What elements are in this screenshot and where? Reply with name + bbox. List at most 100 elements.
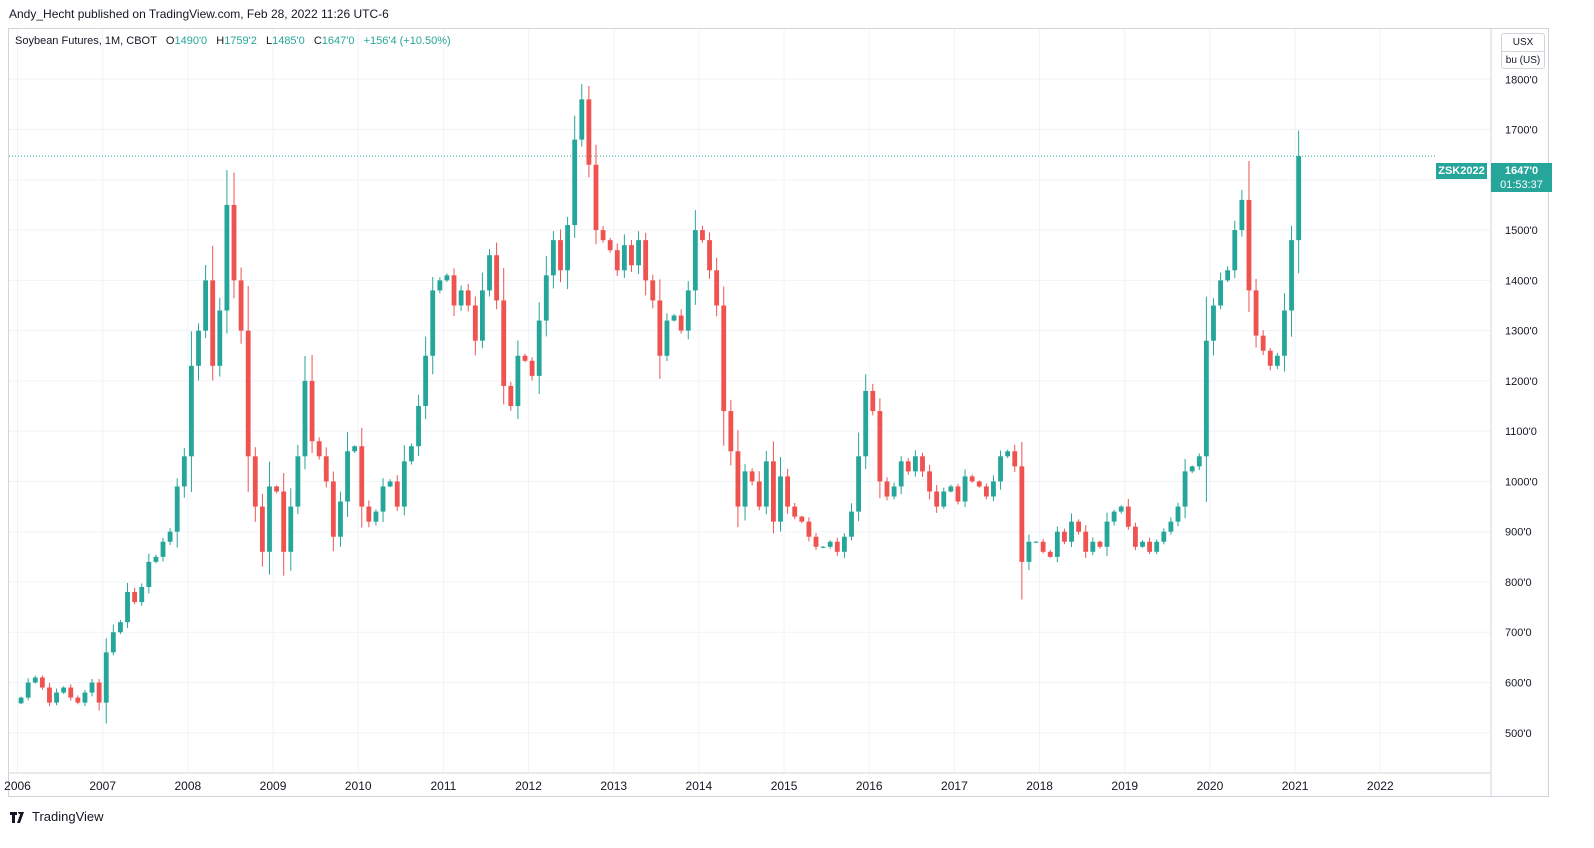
candle-body — [366, 506, 372, 522]
candle-body — [586, 99, 592, 165]
candle-body — [444, 275, 450, 281]
candle-body — [912, 456, 918, 472]
candle-body — [1246, 199, 1252, 291]
candle-body — [316, 441, 322, 457]
candle-body — [536, 320, 542, 376]
candle-body — [650, 280, 656, 301]
candle-body — [508, 385, 514, 407]
candle-body — [139, 587, 145, 603]
brand-label: TradingView — [32, 809, 104, 824]
candle-body — [409, 446, 414, 462]
candle-body — [664, 320, 670, 356]
candle-body — [671, 315, 677, 321]
y-tick-label: 600'0 — [1505, 678, 1532, 690]
candle-body — [259, 506, 265, 552]
candle-body — [792, 506, 798, 517]
legend-symbol: Soybean Futures, 1M, CBOT — [15, 35, 157, 47]
y-tick-label: 800'0 — [1505, 577, 1532, 589]
candle-body — [905, 461, 911, 472]
candle-body — [110, 632, 116, 653]
candle-body — [252, 456, 258, 507]
candle-body — [416, 406, 421, 447]
candle-body — [856, 456, 862, 512]
x-tick-label: 2007 — [89, 779, 116, 793]
candle-body — [125, 592, 130, 623]
candle-body — [103, 652, 109, 703]
x-tick-label: 2022 — [1367, 779, 1394, 793]
candle-body — [359, 446, 365, 507]
candle-body — [1161, 531, 1167, 542]
candle-body — [841, 536, 847, 552]
candle-body — [934, 491, 940, 507]
candle-body — [323, 456, 329, 482]
x-tick-label: 2010 — [345, 779, 372, 793]
x-tick-label: 2011 — [430, 779, 456, 793]
candle-body — [976, 481, 982, 487]
candle-body — [515, 355, 521, 407]
tradingview-logo[interactable]: TradingView — [10, 809, 104, 824]
candle-body — [352, 446, 358, 452]
unit-selector[interactable]: USX bu (US) — [1501, 33, 1545, 69]
currency-label[interactable]: USX — [1512, 37, 1534, 48]
candle-body — [593, 164, 599, 231]
candle-body — [1175, 506, 1181, 522]
candle-body — [1267, 350, 1273, 366]
candle-body — [1253, 290, 1259, 336]
x-tick-label: 2009 — [260, 779, 287, 793]
y-tick-label: 1800'0 — [1505, 74, 1538, 86]
candle-body — [941, 491, 947, 507]
candle-body — [714, 270, 720, 306]
y-tick-label: 700'0 — [1505, 627, 1532, 639]
candle-body — [437, 280, 443, 291]
candle-body — [884, 481, 890, 497]
candle-body — [1182, 471, 1188, 507]
chart-legend: Soybean Futures, 1M, CBOT O1490'0 H1759'… — [15, 35, 451, 47]
chart-frame — [8, 28, 1549, 797]
candle-body — [742, 471, 748, 507]
candle-body — [983, 486, 989, 497]
candle-body — [1239, 199, 1245, 231]
y-tick-label: 1500'0 — [1505, 225, 1538, 237]
candle-body — [1090, 541, 1096, 552]
grid-lines — [9, 29, 1491, 773]
candle-body — [629, 245, 634, 266]
candle-body — [146, 561, 152, 587]
candle-body — [1062, 531, 1067, 542]
candle-body — [522, 355, 528, 361]
candle-body — [54, 692, 59, 703]
publisher-line: Andy_Hecht published on TradingView.com,… — [9, 7, 389, 21]
y-tick-label: 1000'0 — [1505, 476, 1538, 488]
candle-body — [68, 687, 74, 698]
candle-body — [700, 230, 705, 241]
candle-body — [338, 501, 343, 537]
candle-body — [96, 682, 102, 703]
candle-body — [1260, 335, 1266, 351]
candle-body — [1225, 270, 1231, 281]
candle-body — [920, 456, 925, 472]
candle-body — [295, 456, 301, 507]
candle-body — [309, 380, 315, 442]
candle-body — [1076, 521, 1082, 532]
candle-body — [39, 677, 45, 688]
candle-body — [1104, 521, 1110, 547]
y-tick-label: 1300'0 — [1505, 326, 1538, 338]
unit-label[interactable]: bu (US) — [1502, 51, 1544, 69]
candle-body — [245, 330, 251, 457]
candle-body — [196, 330, 201, 366]
symbol-tag: ZSK2022 — [1436, 163, 1487, 179]
candle-body — [579, 99, 585, 140]
candle-body — [1005, 451, 1011, 457]
candle-body — [1054, 531, 1060, 557]
candle-body — [707, 240, 712, 271]
candle-body — [118, 622, 123, 633]
candle-body — [167, 531, 173, 542]
candle-body — [1289, 240, 1294, 311]
candle-body — [1125, 506, 1131, 527]
candle-body — [1118, 506, 1124, 512]
candle-body — [1083, 531, 1089, 552]
candle-body — [1026, 541, 1032, 562]
candle-body — [657, 300, 663, 356]
x-tick-label: 2015 — [771, 779, 798, 793]
candle-body — [1274, 355, 1280, 366]
